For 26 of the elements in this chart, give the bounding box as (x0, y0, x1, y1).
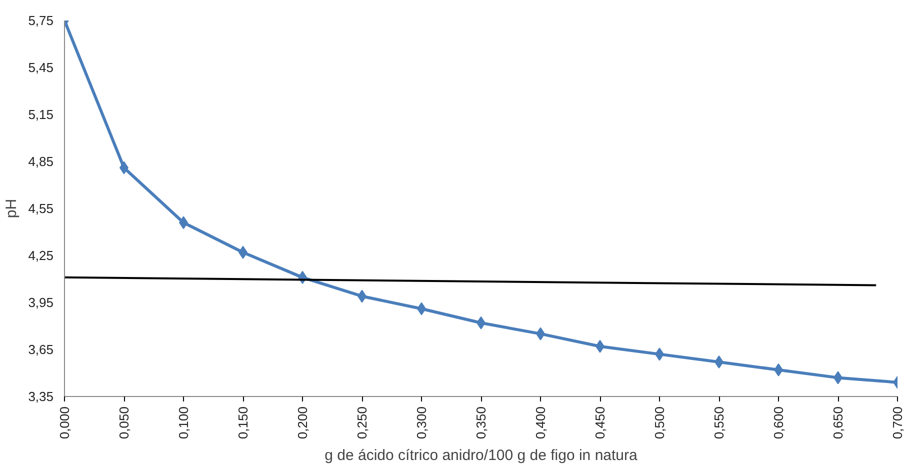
x-tick-label: 0,000 (57, 406, 72, 440)
y-tick-label: 3,65 (28, 342, 54, 357)
y-axis-title: pH (3, 198, 20, 218)
y-tick-label: 4,55 (28, 201, 54, 216)
x-tick-label: 0,050 (116, 406, 132, 440)
x-tick-label: 0,550 (712, 406, 726, 440)
x-tick-label: 0,100 (176, 406, 191, 440)
y-tick-label: 3,35 (28, 389, 54, 404)
y-tick-label: 4,25 (28, 248, 54, 263)
y-tick-label: 5,15 (28, 107, 54, 122)
y-tick-label: 4,85 (28, 154, 54, 169)
x-tick-label: 0,200 (295, 406, 310, 440)
x-tick-label: 0,350 (474, 406, 488, 440)
x-tick-label: 0,600 (771, 406, 786, 440)
x-tick-label: 0,450 (592, 406, 608, 440)
x-axis-title: g de ácido cítrico anidro/100 g de figo in natura (324, 447, 638, 464)
x-tick-label: 0,700 (890, 406, 905, 440)
x-tick-label: 0,500 (652, 406, 667, 440)
x-tick-label: 0,150 (236, 406, 250, 440)
x-tick-label: 0,300 (414, 406, 429, 440)
y-tick-label: 3,95 (28, 295, 54, 310)
x-tick-label: 0,400 (533, 406, 548, 440)
x-tick-label: 0,650 (830, 406, 846, 440)
x-tick-label: 0,250 (354, 406, 370, 440)
y-tick-label: 5,45 (28, 60, 54, 75)
y-tick-label: 5,75 (28, 13, 54, 28)
